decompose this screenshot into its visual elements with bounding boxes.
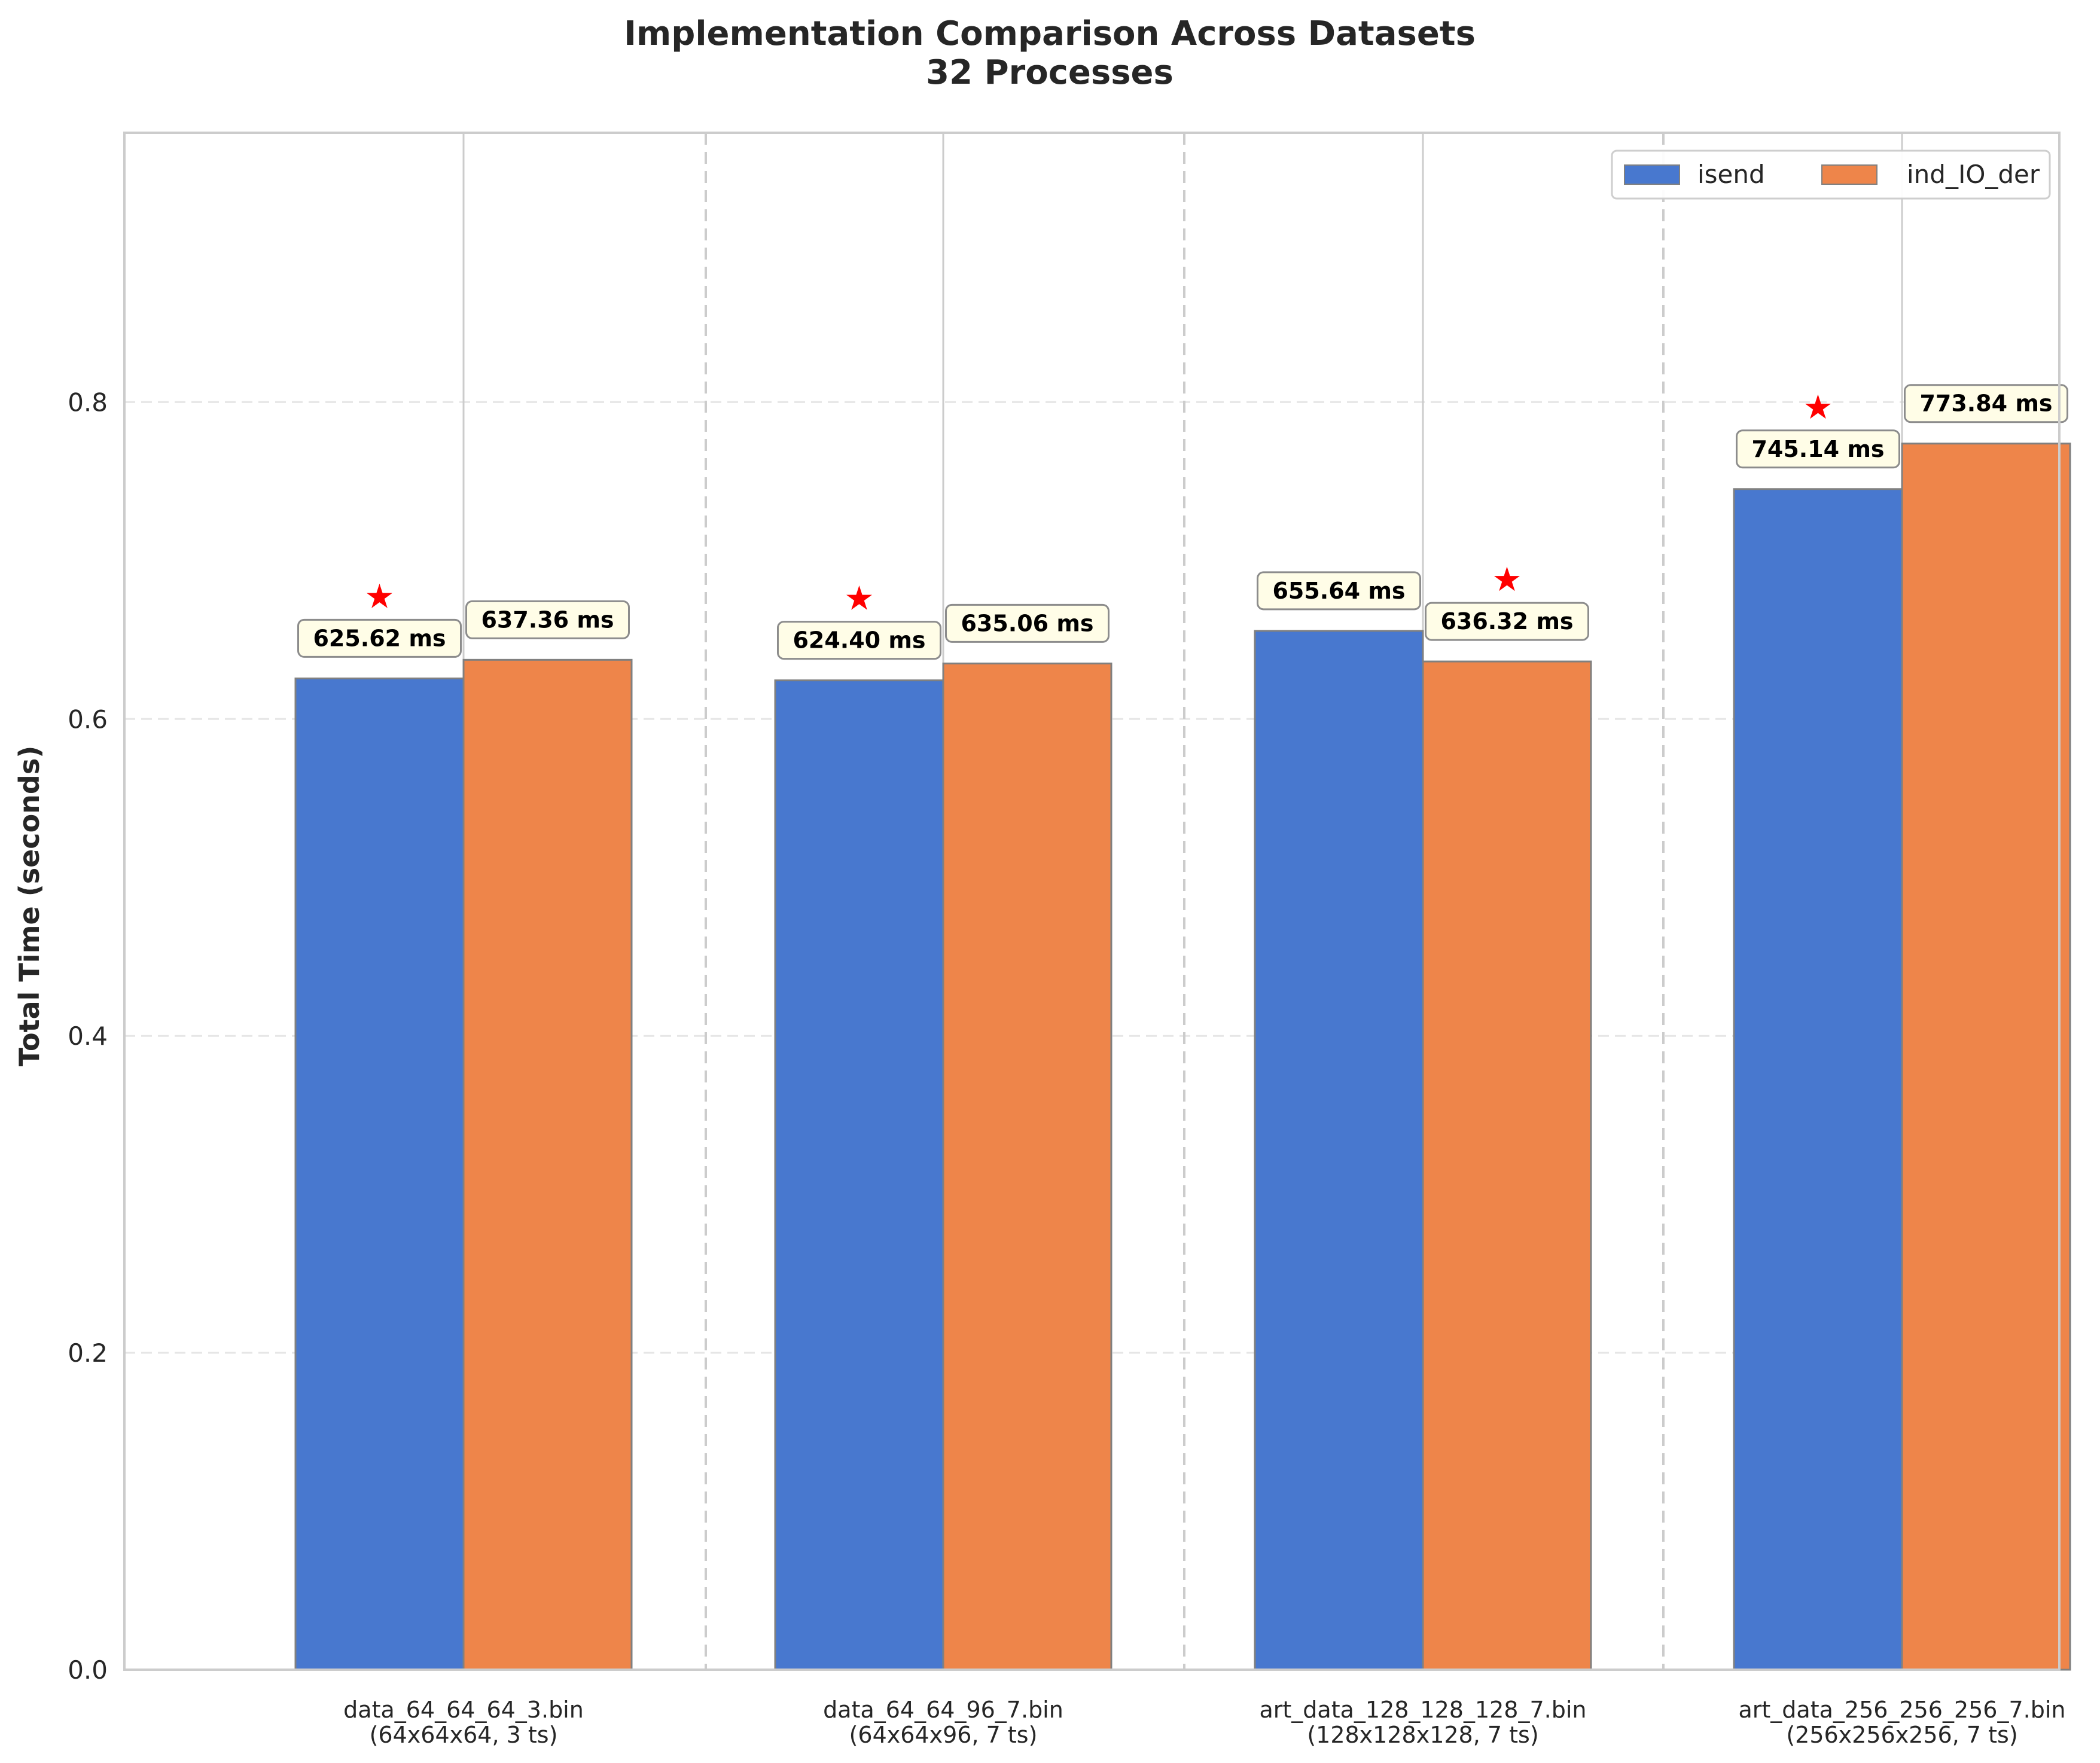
data-label: 655.64 ms bbox=[1272, 578, 1405, 604]
data-label-box bbox=[1904, 384, 2068, 423]
legend-label: isend bbox=[1697, 160, 1765, 189]
data-label: 637.36 ms bbox=[481, 606, 614, 633]
bar-isend-3 bbox=[1733, 488, 1903, 1671]
legend-swatch-isend bbox=[1624, 164, 1680, 185]
x-tick-label: art_data_128_128_128_7.bin bbox=[1259, 1697, 1586, 1723]
x-tick-label: data_64_64_96_7.bin bbox=[823, 1697, 1063, 1723]
data-label-box bbox=[1425, 602, 1589, 641]
x-tick-label: art_data_256_256_256_7.bin bbox=[1738, 1697, 2065, 1723]
bar-ind_IO_der-1 bbox=[942, 662, 1113, 1671]
data-label-box bbox=[297, 618, 462, 658]
bar-ind_IO_der-2 bbox=[1422, 660, 1592, 1671]
x-tick-sublabel: (128x128x128, 7 ts) bbox=[1307, 1722, 1538, 1748]
bar-ind_IO_der-0 bbox=[462, 658, 633, 1671]
x-tick-sublabel: (64x64x96, 7 ts) bbox=[849, 1722, 1038, 1748]
best-star-icon: ★ bbox=[1492, 560, 1522, 599]
data-label-box bbox=[1257, 571, 1421, 611]
y-tick-label: 0.2 bbox=[68, 1338, 108, 1368]
bar-isend-2 bbox=[1254, 630, 1424, 1671]
y-tick-label: 0.6 bbox=[68, 704, 108, 734]
data-label-box bbox=[777, 621, 941, 660]
x-tick-label: data_64_64_64_3.bin bbox=[343, 1697, 584, 1723]
data-label-box bbox=[1736, 429, 1900, 469]
data-label: 635.06 ms bbox=[961, 610, 1093, 636]
y-tick-label: 0.4 bbox=[68, 1021, 108, 1051]
chart-subtitle: 32 Processes bbox=[926, 53, 1174, 92]
data-label-box bbox=[465, 600, 630, 639]
legend: isend ind_IO_der bbox=[1611, 150, 2051, 200]
y-tick-label: 0.0 bbox=[68, 1655, 108, 1685]
y-axis-label: Total Time (seconds) bbox=[13, 746, 45, 1067]
bar-isend-0 bbox=[294, 677, 465, 1671]
best-star-icon: ★ bbox=[844, 579, 874, 618]
x-tick-sublabel: (256x256x256, 7 ts) bbox=[1786, 1722, 2017, 1748]
plot-frame bbox=[123, 132, 2061, 1671]
y-tick-label: 0.8 bbox=[68, 388, 108, 417]
data-label: 773.84 ms bbox=[1919, 391, 2052, 417]
data-labels-layer: 625.62 ms ★ 624.40 ms ★ 655.64 ms 745.14 ms ★ 6… bbox=[297, 384, 2068, 660]
chart-title: Implementation Comparison Across Dataset… bbox=[624, 14, 1476, 53]
bar-isend-1 bbox=[774, 679, 944, 1671]
legend-label: ind_IO_der bbox=[1907, 160, 2040, 189]
data-label: 745.14 ms bbox=[1751, 436, 1884, 462]
legend-swatch-ind_IO_der bbox=[1821, 164, 1877, 185]
axes-layer: 0.00.20.40.60.8data_64_64_64_3.bin(64x64… bbox=[68, 132, 2066, 1748]
best-star-icon: ★ bbox=[1803, 388, 1833, 427]
data-label: 636.32 ms bbox=[1440, 608, 1573, 635]
bar-ind_IO_der-3 bbox=[1901, 443, 2071, 1671]
bars-layer bbox=[294, 443, 2071, 1671]
data-label: 624.40 ms bbox=[793, 627, 925, 654]
data-label: 625.62 ms bbox=[313, 625, 446, 651]
data-label-box bbox=[945, 603, 1110, 643]
best-star-icon: ★ bbox=[364, 577, 394, 616]
x-tick-sublabel: (64x64x64, 3 ts) bbox=[370, 1722, 558, 1748]
